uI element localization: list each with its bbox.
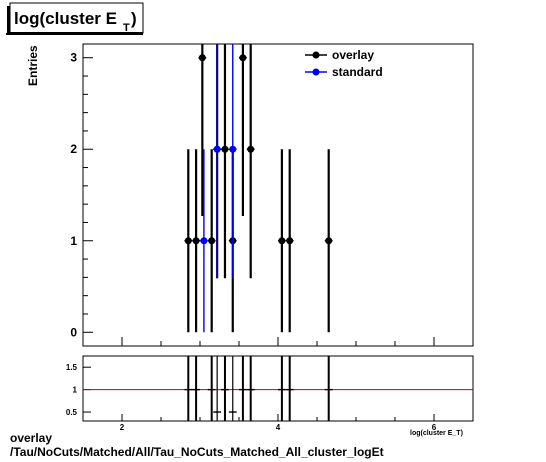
- legend-label-overlay: overlay: [332, 48, 374, 62]
- footer-line-1: overlay: [10, 431, 53, 445]
- legend-label-standard: standard: [332, 65, 383, 79]
- overlay-point: [286, 237, 294, 245]
- title-text: log(cluster E: [14, 9, 117, 28]
- main-y-tick-label: 2: [70, 142, 77, 156]
- main-x-ticks: [82, 337, 474, 346]
- overlay-point: [208, 237, 216, 245]
- overlay-point: [247, 145, 255, 153]
- ratio-x-ticks: 2 4 6: [82, 414, 474, 432]
- ratio-x-tick-label: 2: [120, 423, 125, 432]
- main-y-ticks: 0 1 2 3: [70, 51, 93, 339]
- ratio-x-tick-label: 6: [432, 423, 437, 432]
- title-box: log(cluster E T ): [6, 2, 144, 35]
- ratio-y-tick-label: 1: [73, 386, 78, 395]
- legend-marker-standard: [312, 68, 320, 76]
- legend: overlay standard: [305, 48, 383, 79]
- ratio-x-tick-label: 4: [276, 423, 281, 432]
- ratio-plot-frame: [82, 355, 474, 422]
- ratio-y-tick-label: 1.5: [66, 363, 78, 372]
- legend-marker-overlay: [312, 51, 320, 59]
- title-close: ): [131, 9, 137, 28]
- standard-point: [229, 145, 237, 153]
- y-axis-label: Entries: [26, 45, 40, 86]
- main-plot-frame: [82, 43, 474, 347]
- standard-point: [200, 237, 208, 245]
- x-axis-label: log(cluster E_T): [410, 430, 463, 437]
- ratio-series: [83, 356, 473, 421]
- overlay-point: [221, 145, 229, 153]
- main-y-tick-label: 0: [70, 325, 77, 339]
- main-y-tick-label: 3: [70, 51, 77, 65]
- ratio-y-tick-label: 0.5: [66, 408, 78, 417]
- title-subscript: T: [123, 22, 130, 34]
- overlay-point: [239, 54, 247, 62]
- overlay-point: [184, 237, 192, 245]
- footer-line-2: /Tau/NoCuts/Matched/All/Tau_NoCuts_Match…: [10, 445, 384, 459]
- main-y-tick-label: 1: [70, 234, 77, 248]
- overlay-point: [278, 237, 286, 245]
- overlay-point: [192, 237, 200, 245]
- standard-point: [213, 145, 221, 153]
- overlay-point: [325, 237, 333, 245]
- main-series: [184, 44, 333, 333]
- overlay-point: [198, 54, 206, 62]
